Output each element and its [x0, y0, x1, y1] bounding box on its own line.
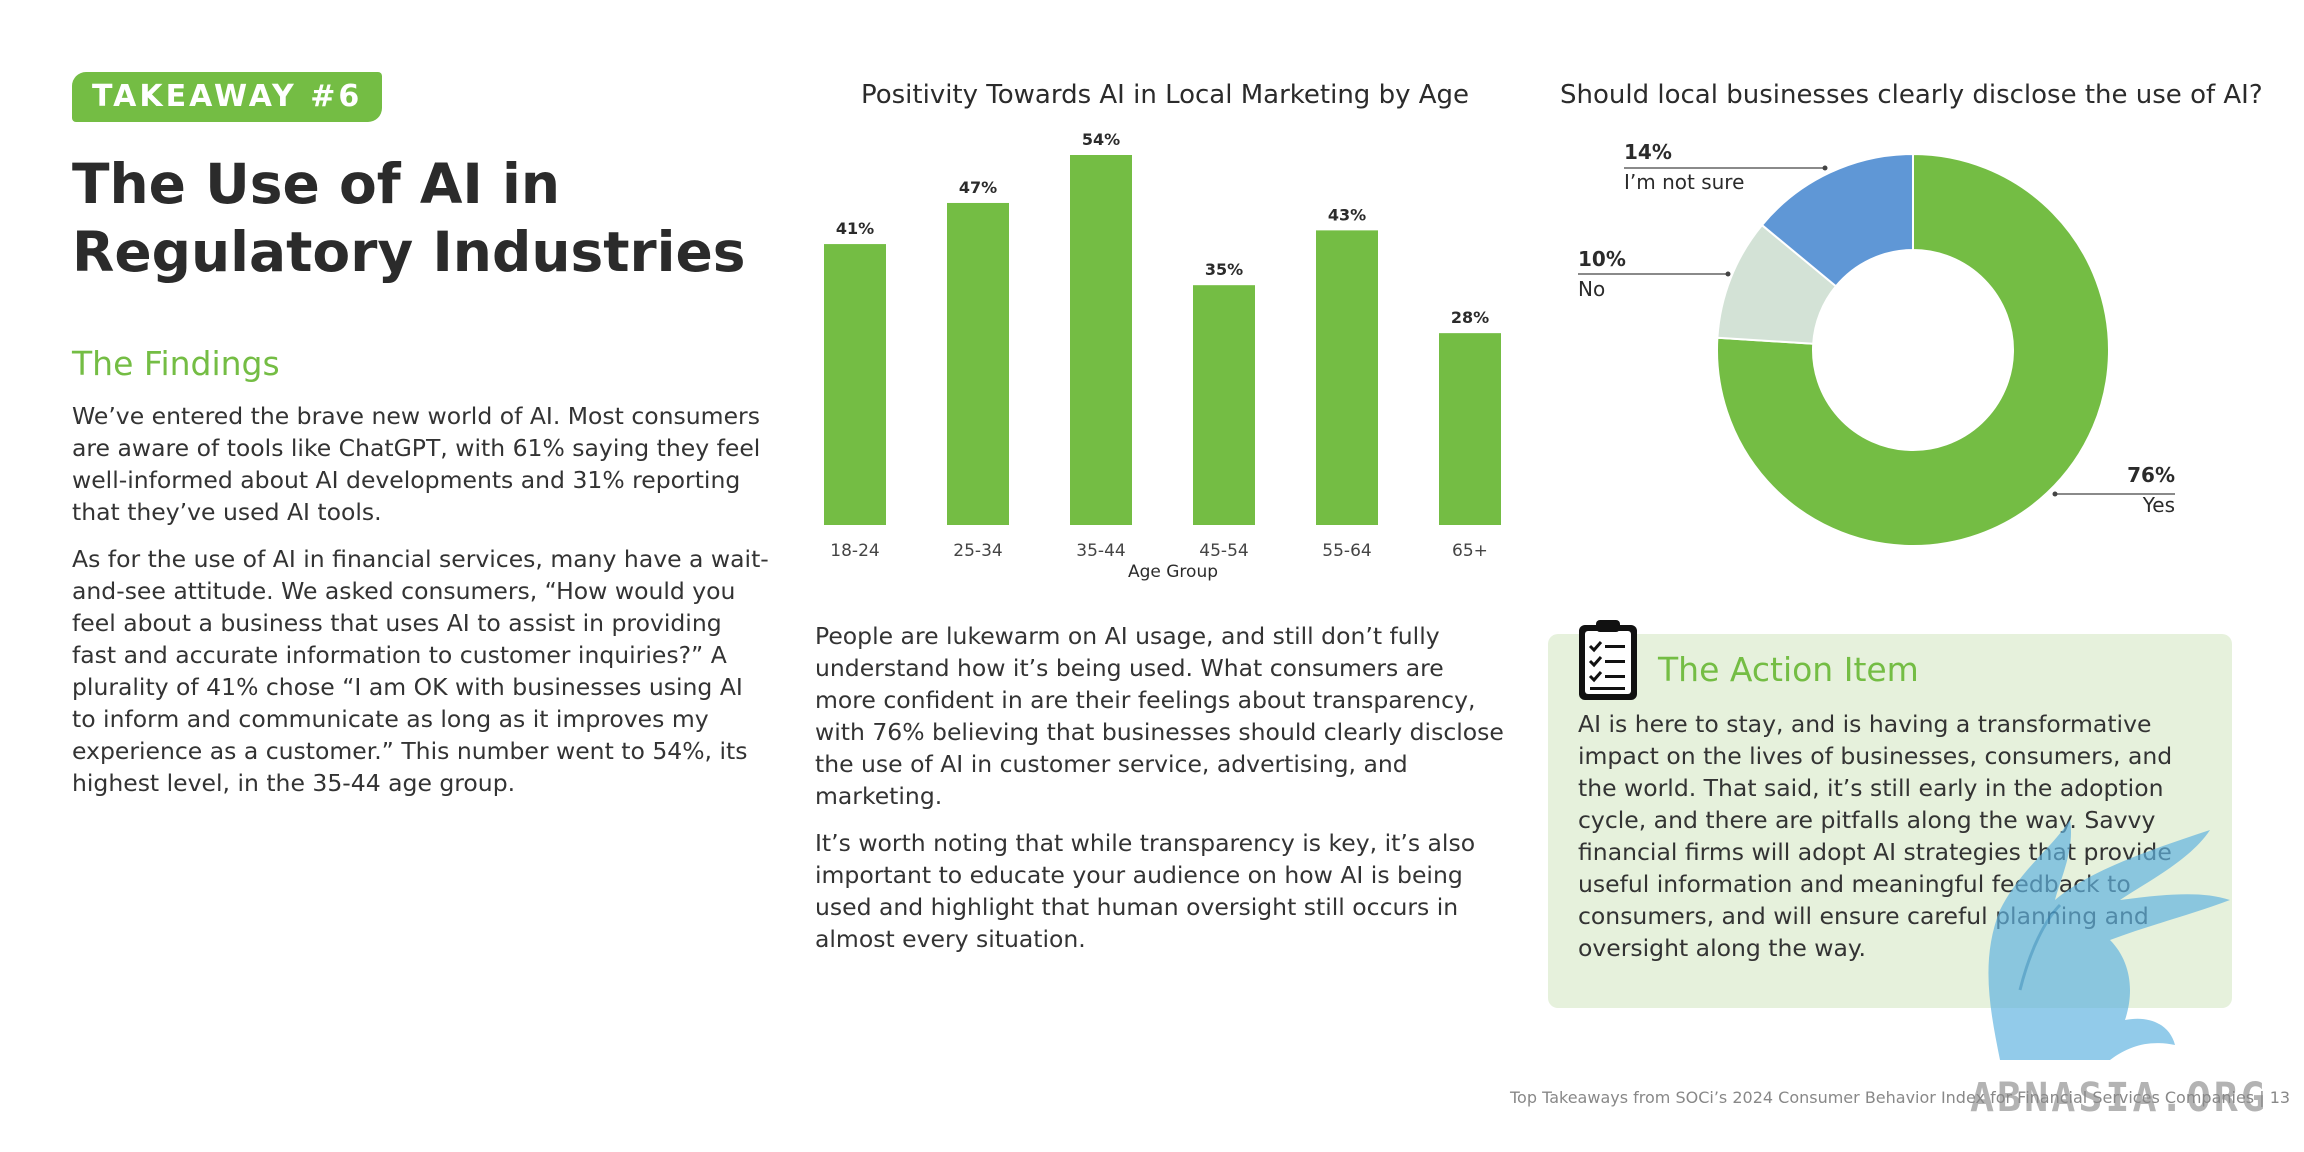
bar-value-label: 47%	[959, 178, 997, 197]
findings-paragraph-1: We’ve entered the brave new world of AI.…	[72, 402, 761, 526]
page-title-line-1: The Use of AI in	[72, 152, 561, 216]
x-tick-label: 45-54	[1199, 541, 1248, 561]
bar-value-label: 35%	[1205, 260, 1243, 279]
bar-value-label: 54%	[1082, 130, 1120, 149]
donut-pct-label: 10%	[1578, 247, 1626, 271]
findings-paragraph-2: As for the use of AI in financial servic…	[72, 545, 769, 797]
disclosure-donut-chart: Should local businesses clearly disclose…	[1560, 70, 2263, 590]
donut-pct-label: 14%	[1624, 140, 1672, 164]
bar-55-64	[1316, 230, 1378, 526]
donut-leader-dot	[2052, 491, 2058, 497]
page-title-line-2: Regulatory Industries	[72, 220, 746, 284]
donut-slice-yes	[1716, 152, 2110, 547]
x-tick-label: 35-44	[1076, 541, 1125, 561]
bar-45-54	[1193, 285, 1255, 525]
bar-18-24	[824, 244, 886, 525]
middle-paragraph-1: People are lukewarm on AI usage, and sti…	[815, 622, 1504, 810]
action-item-body: AI is here to stay, and is having a tran…	[1578, 710, 2173, 962]
donut-leader-dot	[1725, 271, 1731, 277]
bar-chart-title: Positivity Towards AI in Local Marketing…	[860, 80, 1470, 110]
x-tick-label: 55-64	[1322, 541, 1371, 561]
x-tick-label: 25-34	[953, 541, 1002, 561]
x-tick-label: 18-24	[830, 541, 879, 561]
middle-paragraph-2: It’s worth noting that while transparenc…	[815, 829, 1476, 953]
bar-chart-svg: 41% 18-24 47% 25-34 54% 35-44 35% 45-54 43% 55-64…	[824, 130, 1501, 582]
page-title: The Use of AI in Regulatory Industries	[72, 150, 772, 286]
bar-65+	[1439, 333, 1501, 525]
donut-chart-title: Should local businesses clearly disclose…	[1560, 80, 2263, 110]
donut-category-label: Yes	[2142, 493, 2175, 517]
watermark-text: ABNASIA.ORG	[1970, 1075, 2268, 1121]
action-item-heading: The Action Item	[1658, 650, 1919, 689]
donut-leader-dot	[1822, 165, 1828, 171]
donut-category-label: No	[1578, 277, 1605, 301]
bar-35-44	[1070, 155, 1132, 525]
donut-slice-i-m-not-sure	[1760, 152, 1914, 288]
findings-body: We’ve entered the brave new world of AI.…	[72, 400, 772, 814]
clipboard-checklist-icon	[1579, 620, 1637, 700]
bar-value-label: 28%	[1451, 308, 1489, 327]
bar-value-label: 41%	[836, 219, 874, 238]
x-tick-label: 65+	[1452, 541, 1488, 561]
takeaway-badge: TAKEAWAY #6	[72, 72, 383, 122]
bar-value-label: 43%	[1328, 205, 1366, 224]
findings-heading: The Findings	[72, 344, 280, 383]
donut-chart-svg: 76% Yes 10% No 14% I’m not sure	[1578, 140, 2175, 547]
page-footer: Top Takeaways from SOCi’s 2024 Consumer …	[1510, 1088, 2291, 1107]
donut-category-label: I’m not sure	[1624, 170, 1744, 194]
action-item-panel: The Action Item AI is here to stay, and …	[1548, 620, 2232, 1008]
middle-body: People are lukewarm on AI usage, and sti…	[815, 620, 1505, 970]
donut-pct-label: 76%	[2127, 463, 2175, 487]
x-axis-label: Age Group	[1128, 562, 1218, 582]
bar-25-34	[947, 202, 1009, 526]
age-bar-chart: Positivity Towards AI in Local Marketing…	[800, 70, 1530, 590]
griffin-watermark-logo	[1988, 820, 2230, 1060]
